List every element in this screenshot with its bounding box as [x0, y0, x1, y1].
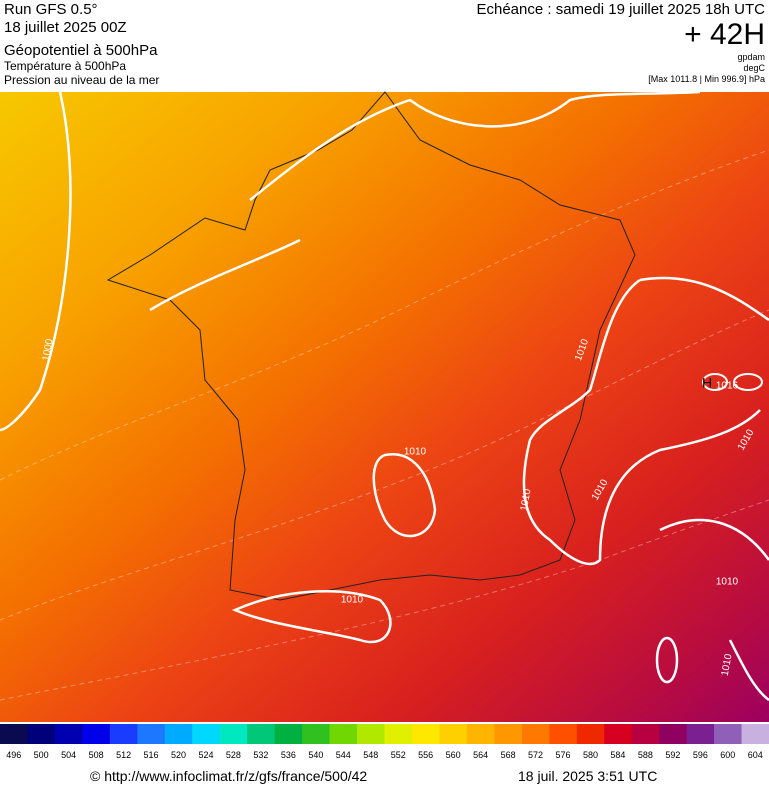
contour-label: 1010 [341, 595, 364, 606]
color-swatch [302, 724, 331, 744]
isobar [149, 238, 301, 312]
contour-label: 1010 [404, 447, 427, 458]
map: H [0, 90, 769, 722]
color-swatch [411, 724, 440, 744]
colorbar-label: 580 [583, 750, 598, 760]
colorbar-label: 592 [665, 750, 680, 760]
lead-time: + 42H [684, 18, 765, 51]
color-swatch [521, 724, 550, 744]
isotherm [0, 309, 769, 621]
isotherm [0, 149, 769, 481]
color-swatch [357, 724, 385, 744]
colorbar-label: 528 [226, 750, 241, 760]
color-swatch [494, 724, 523, 744]
colorbar-label: 564 [473, 750, 488, 760]
color-swatch [576, 724, 605, 744]
colorbar-label: 568 [501, 750, 516, 760]
unit-1: gpdam [737, 52, 765, 62]
colorbar-label: 512 [116, 750, 131, 760]
colorbar-label: 560 [446, 750, 461, 760]
colorbar-label: 552 [391, 750, 406, 760]
isobar [655, 636, 679, 684]
color-swatch [466, 724, 495, 744]
pressure-range: [Max 1011.8 | Min 996.9] hPa [648, 74, 765, 84]
colorbar-label: 540 [308, 750, 323, 760]
isobar [702, 373, 728, 391]
colorbar-label: 572 [528, 750, 543, 760]
colorbar-label: 508 [89, 750, 104, 760]
color-swatch [192, 724, 221, 744]
color-swatch [604, 724, 633, 744]
field-1: Géopotentiel à 500hPa [4, 42, 158, 59]
run-title: Run GFS 0.5° [4, 1, 98, 18]
source: © http://www.infoclimat.fr/z/gfs/france/… [90, 768, 367, 784]
colorbar-label: 600 [720, 750, 735, 760]
color-swatch [741, 724, 769, 744]
color-swatch [109, 724, 138, 744]
valid-time: Echéance : samedi 19 juillet 2025 18h UT… [476, 1, 765, 18]
contour-label: 1000 [41, 338, 56, 362]
color-swatch [686, 724, 715, 744]
colorbar-label: 520 [171, 750, 186, 760]
colorbar-label: 516 [144, 750, 159, 760]
color-swatch [549, 724, 578, 744]
colorbar-label: 588 [638, 750, 653, 760]
colorbar-label: 504 [61, 750, 76, 760]
colorbar-label: 604 [748, 750, 763, 760]
color-swatch [0, 724, 28, 744]
colorbar-label: 596 [693, 750, 708, 760]
color-swatch [439, 724, 468, 744]
isobar [659, 518, 769, 561]
color-swatch [247, 724, 276, 744]
colorbar-label: 544 [336, 750, 351, 760]
colorbar-label: 536 [281, 750, 296, 760]
color-swatch [659, 724, 688, 744]
contour-label: 1010 [720, 653, 735, 677]
field-2: Température à 500hPa [4, 59, 126, 73]
map-field [0, 92, 769, 722]
color-swatch [219, 724, 248, 744]
isobar [0, 91, 72, 432]
issued-time: 18 juil. 2025 3:51 UTC [518, 768, 657, 784]
unit-2: degC [743, 63, 765, 73]
isotherm [0, 499, 769, 701]
contour-label: 1010 [716, 577, 739, 588]
colorbar-label: 576 [556, 750, 571, 760]
colorbar: 496 500 504 508 512 516 520 524 528 532 536 540 544 5… [0, 724, 769, 760]
color-swatch [164, 724, 193, 744]
contour-label: 1010 [519, 488, 534, 512]
color-swatch [631, 724, 660, 744]
isobar [249, 90, 701, 201]
colorbar-label: 496 [6, 750, 21, 760]
isobar [372, 453, 437, 538]
color-swatch [714, 724, 743, 744]
isobar [231, 590, 392, 644]
high-marker: H [702, 375, 712, 391]
color-swatch [27, 724, 56, 744]
contour-label: 1016 [716, 381, 739, 392]
color-swatch [137, 724, 166, 744]
color-swatch [274, 724, 303, 744]
colorbar-label: 556 [418, 750, 433, 760]
colorbar-label: 584 [610, 750, 625, 760]
color-swatch [384, 724, 413, 744]
colorbar-label: 524 [198, 750, 213, 760]
isobar [639, 276, 769, 322]
isobar [522, 278, 761, 566]
coastline [106, 91, 636, 601]
colorbar-label: 548 [363, 750, 378, 760]
isobar [733, 373, 763, 391]
run-date: 18 juillet 2025 00Z [4, 19, 127, 36]
color-swatch [82, 724, 111, 744]
colorbar-label: 532 [253, 750, 268, 760]
colorbar-label: 500 [34, 750, 49, 760]
field-3: Pression au niveau de la mer [4, 73, 159, 87]
color-swatch [329, 724, 358, 744]
color-swatch [54, 724, 83, 744]
isobar [728, 639, 769, 702]
